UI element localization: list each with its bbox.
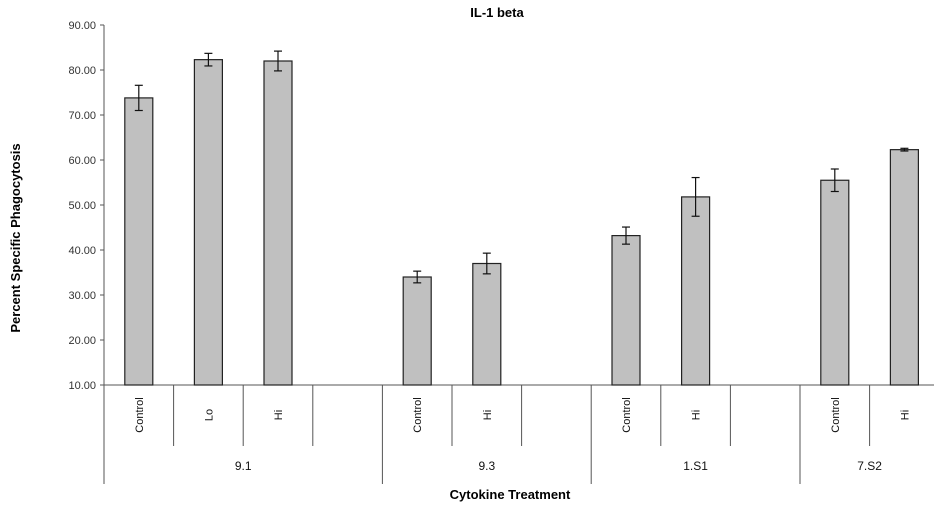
bar (402, 276, 432, 386)
category-label: Hi (899, 410, 911, 420)
y-tick-label: 10.00 (68, 380, 96, 392)
bar (193, 59, 223, 386)
y-tick-label: 30.00 (68, 290, 96, 302)
category-label: Control (134, 397, 146, 432)
bar (124, 97, 154, 386)
y-tick-label: 60.00 (68, 155, 96, 167)
bar (263, 60, 293, 386)
y-tick-label: 90.00 (68, 20, 96, 32)
bar (472, 262, 502, 386)
y-tick-label: 80.00 (68, 65, 96, 77)
category-label: Hi (691, 410, 703, 420)
y-tick-label: 20.00 (68, 335, 96, 347)
category-label: Control (412, 397, 424, 432)
group-label: 7.S2 (857, 459, 882, 473)
group-label: 9.3 (478, 459, 495, 473)
bar (611, 235, 641, 386)
bar (889, 149, 920, 386)
x-axis-title: Cytokine Treatment (450, 487, 571, 502)
group-label: 1.S1 (683, 459, 708, 473)
bar (680, 196, 711, 386)
category-label: Hi (273, 410, 285, 420)
category-label: Lo (203, 409, 215, 421)
y-tick-label: 70.00 (68, 110, 96, 122)
category-label: Control (621, 397, 633, 432)
plot-area: 10.00 20.00 30.00 40.00 50.00 60.00 70.00 80.00… (68, 20, 934, 484)
bar (820, 179, 850, 386)
category-label: Control (830, 397, 842, 432)
chart-title: IL-1 beta (470, 5, 524, 20)
y-tick-label: 40.00 (68, 245, 96, 257)
category-label: Hi (482, 410, 494, 420)
group-label: 9.1 (235, 459, 252, 473)
y-axis-title: Percent Specific Phagocytosis (8, 143, 23, 332)
y-tick-label: 50.00 (68, 200, 96, 212)
